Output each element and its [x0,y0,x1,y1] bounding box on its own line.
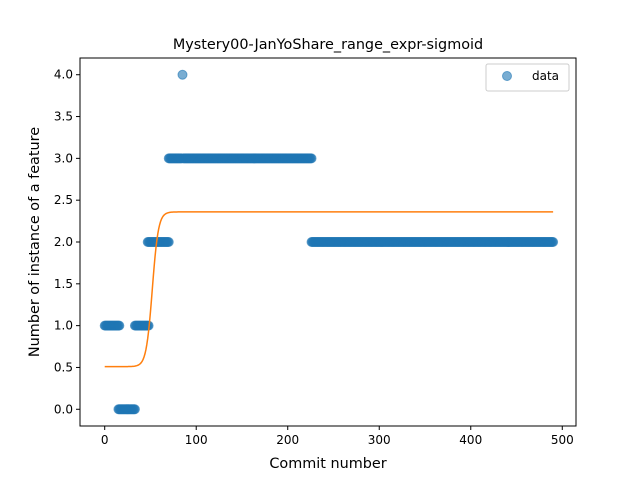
data-point [549,238,558,247]
y-tick-label: 1.0 [54,319,73,333]
x-axis-label: Commit number [269,456,386,472]
x-tick-label: 300 [368,433,391,447]
chart-title: Mystery00-JanYoShare_range_expr-sigmoid [173,37,483,53]
x-tick-label: 200 [276,433,299,447]
x-tick-label: 400 [459,433,482,447]
y-tick-label: 4.0 [54,68,73,82]
data-point [164,238,173,247]
legend: data [486,64,569,91]
data-point [178,70,187,79]
data-point [307,154,316,163]
data-point [130,405,139,414]
y-tick-label: 1.5 [54,277,73,291]
x-tick-label: 500 [551,433,574,447]
y-tick-label: 0.5 [54,360,73,374]
x-tick-label: 100 [185,433,208,447]
legend-marker-data [503,72,512,81]
y-tick-label: 3.5 [54,110,73,124]
x-tick-label: 0 [101,433,109,447]
y-tick-label: 2.5 [54,193,73,207]
y-tick-label: 0.0 [54,402,73,416]
y-tick-label: 2.0 [54,235,73,249]
y-axis-label: Number of instance of a feature [27,127,43,357]
y-tick-label: 3.0 [54,151,73,165]
legend-label-data: data [532,69,559,83]
data-point [115,321,124,330]
